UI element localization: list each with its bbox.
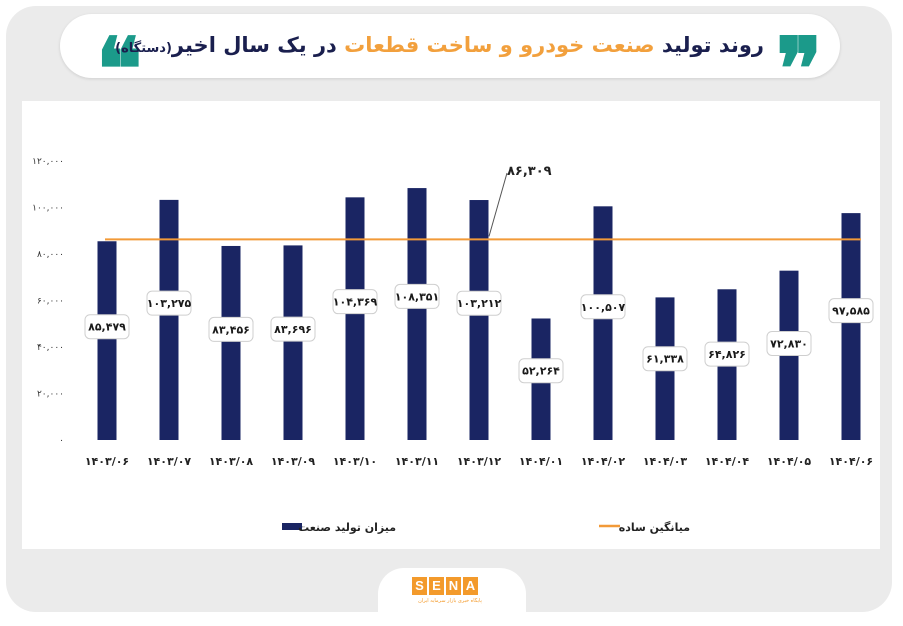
- data-label-box: [580, 294, 626, 320]
- data-label: ۹۷,۵۸۵: [832, 305, 870, 318]
- data-label-box: [704, 341, 750, 367]
- average-callout-leader: [488, 172, 508, 237]
- bar: [593, 206, 613, 440]
- data-label: ۱۰۸,۳۵۱: [395, 290, 439, 303]
- x-tick-label: ۱۴۰۴/۰۶: [829, 455, 873, 468]
- legend-line-label: میانگین ساده: [619, 521, 690, 534]
- data-label: ۱۰۳,۲۷۵: [147, 297, 192, 310]
- legend-bar-label: میزان تولید صنعت: [298, 521, 396, 534]
- data-label: ۱۰۰,۵۰۷: [581, 301, 626, 314]
- title-part1: روند تولید: [661, 33, 764, 57]
- bar: [97, 241, 117, 440]
- data-label: ۸۵,۴۷۹: [88, 321, 126, 334]
- data-label-box: [456, 290, 502, 316]
- bar: [345, 197, 365, 440]
- average-value-label: ۸۶,۳۰۹: [507, 164, 552, 179]
- logo-letter: A: [463, 577, 478, 595]
- title-part2: در یک سال اخیر: [171, 33, 337, 57]
- logo-letter: S: [412, 577, 427, 595]
- x-tick-label: ۱۴۰۳/۱۱: [395, 455, 439, 468]
- data-label-box: [518, 358, 564, 384]
- bar: [159, 199, 179, 440]
- y-tick-label: ۶۰,۰۰۰: [37, 297, 64, 307]
- data-label: ۶۱,۳۳۸: [646, 353, 684, 366]
- x-tick-label: ۱۴۰۴/۰۴: [705, 455, 750, 468]
- logo-letter: E: [429, 577, 444, 595]
- title-highlight: صنعت خودرو و ساخت قطعات: [344, 33, 655, 57]
- data-label: ۶۴,۸۲۶: [708, 348, 746, 361]
- logo-letter: N: [446, 577, 461, 595]
- x-tick-label: ۱۴۰۳/۰۶: [85, 455, 129, 468]
- y-tick-label: ۰: [59, 436, 64, 446]
- bar: [283, 245, 303, 440]
- data-label-box: [208, 316, 254, 342]
- logo-subtitle: پایگاه خبری بازار سرمایه ایران: [418, 598, 482, 604]
- x-tick-label: ۱۴۰۴/۰۵: [767, 455, 812, 468]
- y-tick-label: ۱۲۰,۰۰۰: [32, 157, 64, 167]
- legend-bar-swatch: [282, 523, 302, 530]
- data-label: ۷۲,۸۳۰: [770, 337, 808, 350]
- bar-chart: ۰ ۲۰,۰۰۰ ۴۰,۰۰۰ ۶۰,۰۰۰ ۸۰,۰۰۰ ۱۰۰,۰۰۰ ۱۲۰,۰۰۰ ۸…: [32, 157, 874, 534]
- data-label-box: [766, 330, 812, 356]
- sena-logo: S E N A: [412, 577, 480, 595]
- data-label-box: [84, 314, 130, 340]
- title-unit: (دستگاه): [115, 41, 172, 56]
- bar: [469, 200, 489, 440]
- y-tick-label: ۴۰,۰۰۰: [37, 343, 64, 353]
- title-banner: [60, 14, 840, 78]
- data-label: ۱۰۴,۳۶۹: [333, 296, 378, 309]
- x-tick-label: ۱۴۰۳/۱۲: [457, 455, 502, 468]
- data-label-box: [332, 289, 378, 315]
- y-tick-label: ۸۰,۰۰۰: [37, 250, 64, 260]
- x-tick-label: ۱۴۰۴/۰۲: [581, 455, 626, 468]
- x-tick-label: ۱۴۰۳/۱۰: [333, 455, 377, 468]
- x-tick-label: ۱۴۰۳/۰۷: [147, 455, 192, 468]
- x-tick-label: ۱۴۰۳/۰۸: [209, 455, 254, 468]
- quote-right-icon: ❞: [776, 19, 823, 120]
- chart-panel: ۰ ۲۰,۰۰۰ ۴۰,۰۰۰ ۶۰,۰۰۰ ۸۰,۰۰۰ ۱۰۰,۰۰۰ ۱۲۰,۰۰۰ ۸…: [22, 101, 880, 549]
- x-tick-label: ۱۴۰۴/۰۳: [643, 455, 688, 468]
- data-label-box: [642, 346, 688, 372]
- quote-left-icon: ❝: [96, 19, 143, 120]
- page-title: روند تولید صنعت خودرو و ساخت قطعات در یک…: [115, 30, 764, 64]
- data-label: ۱۰۳,۲۱۲: [457, 297, 502, 310]
- data-label: ۵۲,۲۶۴: [522, 365, 560, 378]
- data-label: ۸۳,۶۹۶: [274, 323, 312, 336]
- bar: [407, 188, 427, 440]
- y-tick-label: ۲۰,۰۰۰: [37, 390, 64, 400]
- bar: [221, 245, 241, 440]
- data-label-box: [394, 283, 440, 309]
- data-label-box: [270, 316, 316, 342]
- y-tick-label: ۱۰۰,۰۰۰: [32, 204, 64, 214]
- data-label: ۸۳,۴۵۶: [212, 323, 250, 336]
- x-tick-label: ۱۴۰۳/۰۹: [271, 455, 316, 468]
- x-tick-label: ۱۴۰۴/۰۱: [519, 455, 563, 468]
- bar: [841, 213, 861, 440]
- data-label-box: [146, 290, 192, 316]
- data-label-box: [828, 298, 874, 324]
